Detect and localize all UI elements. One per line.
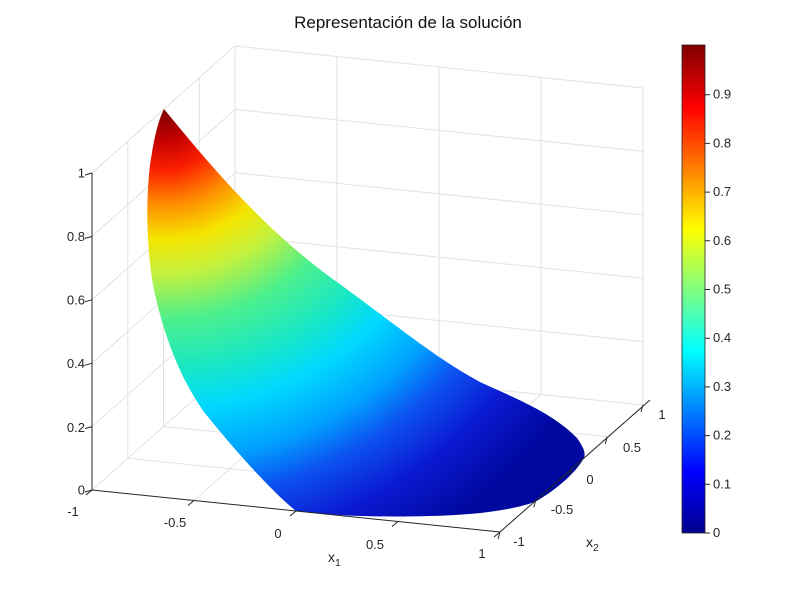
plot-title: Representación de la solución — [294, 13, 522, 32]
x2-tick-marks — [497, 404, 644, 540]
colorbar-tick-label: 0.4 — [713, 330, 731, 345]
colorbar-tick-label: 0 — [713, 525, 720, 540]
z-tick-label: 0.8 — [67, 229, 85, 244]
x1-axis-label: x1 — [328, 549, 341, 569]
z-tick-label: 0 — [78, 483, 85, 498]
x1-tick-label: 1 — [478, 546, 485, 561]
colorbar-tick-label: 0.9 — [713, 87, 731, 102]
tick-marks — [84, 172, 644, 540]
z-tick-label: 0.6 — [67, 293, 85, 308]
x2-tick-label: 0.5 — [623, 440, 641, 455]
colorbar-tick-label: 0.8 — [713, 135, 731, 150]
x2-label-sub: 2 — [593, 542, 599, 554]
x2-tick-label: 0 — [586, 472, 593, 487]
z-tick-label: 0.2 — [67, 420, 85, 435]
solution-surface — [147, 109, 585, 517]
colorbar-tick-label: 0.5 — [713, 282, 731, 297]
x2-tick-label: 1 — [658, 407, 665, 422]
x2-axis-line — [499, 399, 651, 533]
colorbar-gradient-bar — [681, 44, 706, 534]
z-tick-label: 0.4 — [67, 356, 85, 371]
x2-tick-label: -0.5 — [551, 502, 573, 517]
colorbar-tick-label: 0.2 — [713, 428, 731, 443]
colorbar-tick-labels: 0 0.1 0.2 0.3 0.4 0.5 0.6 0.7 0.8 0.9 — [713, 87, 731, 540]
x1-tick-label: 0 — [274, 526, 281, 541]
z-tick-marks — [84, 172, 93, 493]
z-tick-labels: 0 0.2 0.4 0.6 0.8 1 — [67, 166, 85, 498]
x1-tick-label: 0.5 — [366, 537, 384, 552]
x1-tick-labels: -1 -0.5 0 0.5 1 — [67, 504, 485, 561]
z-tick-label: 1 — [78, 166, 85, 181]
colorbar-tick-label: 0.3 — [713, 379, 731, 394]
x2-tick-label: -1 — [513, 534, 525, 549]
colorbar: 0 0.1 0.2 0.3 0.4 0.5 0.6 0.7 0.8 0.9 — [681, 44, 731, 540]
colorbar-tick-label: 0.1 — [713, 476, 731, 491]
x1-label-sub: 1 — [335, 557, 341, 569]
x2-tick-labels: -1 -0.5 0 0.5 1 — [513, 407, 665, 549]
colorbar-tick-marks — [705, 94, 710, 534]
x1-tick-label: -0.5 — [164, 515, 186, 530]
x2-axis-label: x2 — [586, 534, 599, 554]
x1-label-base: x — [328, 549, 335, 565]
colorbar-tick-label: 0.7 — [713, 184, 731, 199]
x2-label-base: x — [586, 534, 593, 550]
x1-tick-marks — [85, 489, 501, 538]
x1-tick-label: -1 — [67, 504, 79, 519]
colorbar-tick-label: 0.6 — [713, 233, 731, 248]
